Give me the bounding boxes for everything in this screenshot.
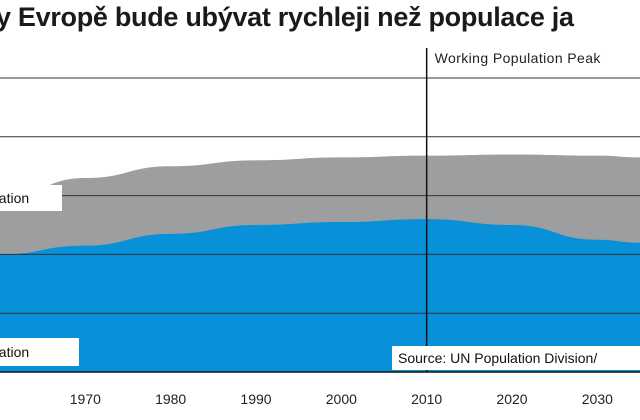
x-tick-label-1970: 1970 <box>70 391 101 407</box>
peak-label: Working Population Peak <box>435 50 602 66</box>
x-tick-label-1980: 1980 <box>155 391 186 407</box>
chart-areas <box>0 154 640 372</box>
source-note: Source: UN Population Division/ <box>398 350 597 366</box>
area-series-1 <box>0 219 640 372</box>
x-tick-label-2000: 2000 <box>326 391 357 407</box>
x-axis-ticks: 1970 1980 1990 2000 2010 2020 2030 <box>70 391 613 407</box>
chart-gridlines <box>0 77 640 373</box>
series-label-total: Population <box>0 190 29 206</box>
source-box <box>392 346 640 370</box>
series-label-box-total <box>0 185 62 211</box>
series-label-box-working <box>0 338 79 366</box>
x-tick-label-2010: 2010 <box>411 391 442 407</box>
x-tick-label-2020: 2020 <box>496 391 527 407</box>
x-tick-label-2030: 2030 <box>582 391 613 407</box>
series-label-working: Population <box>0 344 29 360</box>
chart-title: y Evropě bude ubývat rychleji než popula… <box>0 2 574 32</box>
x-tick-label-1990: 1990 <box>240 391 271 407</box>
